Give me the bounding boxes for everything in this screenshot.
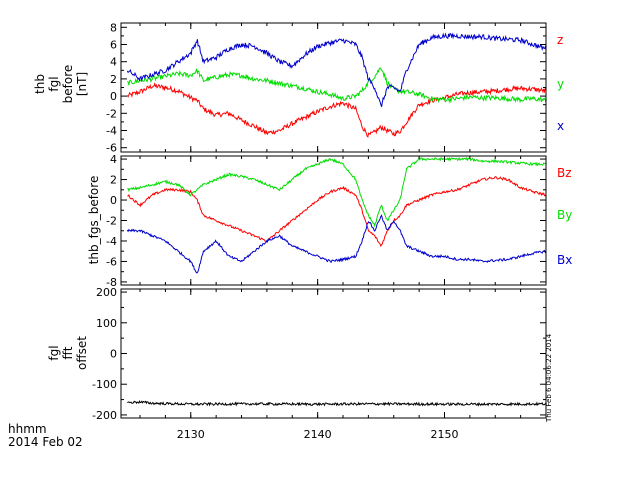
timestamp-stamp: Thu Feb 6 04:06:22 2014 — [545, 333, 553, 423]
series-group — [127, 400, 547, 407]
y-tick-label: 4 — [110, 56, 117, 69]
y-tick-label: -2 — [106, 107, 117, 120]
y-tick-label: 100 — [96, 317, 117, 330]
y-tick-label: 2 — [110, 73, 117, 86]
y-tick-label: -8 — [106, 276, 117, 289]
y-tick-label: -4 — [106, 235, 117, 248]
legend-by: By — [557, 208, 572, 222]
series-group — [126, 156, 547, 274]
y-tick-label: 0 — [110, 90, 117, 103]
plot-frame — [120, 155, 547, 286]
y-axis-label: thb_fgs_before — [87, 176, 101, 265]
y-tick-label: -200 — [92, 409, 117, 422]
plot-frame — [120, 288, 547, 419]
legend-z: z — [557, 33, 563, 47]
legend-y: y — [557, 77, 564, 91]
y-tick-label: 2 — [110, 174, 117, 187]
x-tick-label: 2130 — [177, 428, 205, 441]
series-group — [126, 32, 547, 138]
footer-time-unit: hhmm — [8, 422, 47, 436]
y-tick-label: 4 — [110, 153, 117, 166]
series-line-bz — [127, 176, 547, 248]
legend-bx: Bx — [557, 253, 572, 267]
y-axis-label: offset — [75, 336, 89, 370]
series-line-bx — [126, 214, 547, 274]
panel-2: Bz By Bx -8 -6 -4 -2 0 2 4 thb_fgs_before — [87, 153, 572, 289]
y-tick-label: 200 — [96, 286, 117, 299]
y-tick-label: 8 — [110, 21, 117, 34]
x-tick-label: 2150 — [431, 428, 459, 441]
panel-3: -200 -100 0 100 200 fgl fft offset — [47, 286, 547, 422]
legend-x: x — [557, 119, 564, 133]
panel-1: z y x -6 -4 -2 0 2 4 6 8 thb fgl before [nT] — [33, 21, 564, 154]
y-tick-label: -4 — [106, 125, 117, 138]
y-tick-label: 0 — [110, 348, 117, 361]
series-line-by — [127, 156, 547, 228]
series-line-y — [127, 67, 547, 104]
y-axis-label: fgl — [47, 76, 61, 91]
y-axis-label: [nT] — [75, 72, 89, 96]
series-line-x — [126, 32, 547, 107]
y-axis-label: fgl — [47, 345, 61, 360]
series-line-offset — [127, 400, 547, 407]
y-tick-label: -6 — [106, 142, 117, 155]
series-line-z — [126, 82, 547, 138]
y-axis-label: fft — [61, 346, 75, 359]
y-axis-label: before — [61, 65, 75, 104]
footer-date: 2014 Feb 02 — [8, 435, 83, 449]
y-tick-label: 0 — [110, 194, 117, 207]
legend-bz: Bz — [557, 166, 572, 180]
y-tick-label: -100 — [92, 378, 117, 391]
x-axis: 2130 2140 2150 — [177, 428, 459, 441]
y-tick-label: 6 — [110, 39, 117, 52]
y-axis-label: thb — [33, 74, 47, 94]
y-tick-label: -2 — [106, 215, 117, 228]
y-tick-label: -6 — [106, 255, 117, 268]
x-tick-label: 2140 — [304, 428, 332, 441]
